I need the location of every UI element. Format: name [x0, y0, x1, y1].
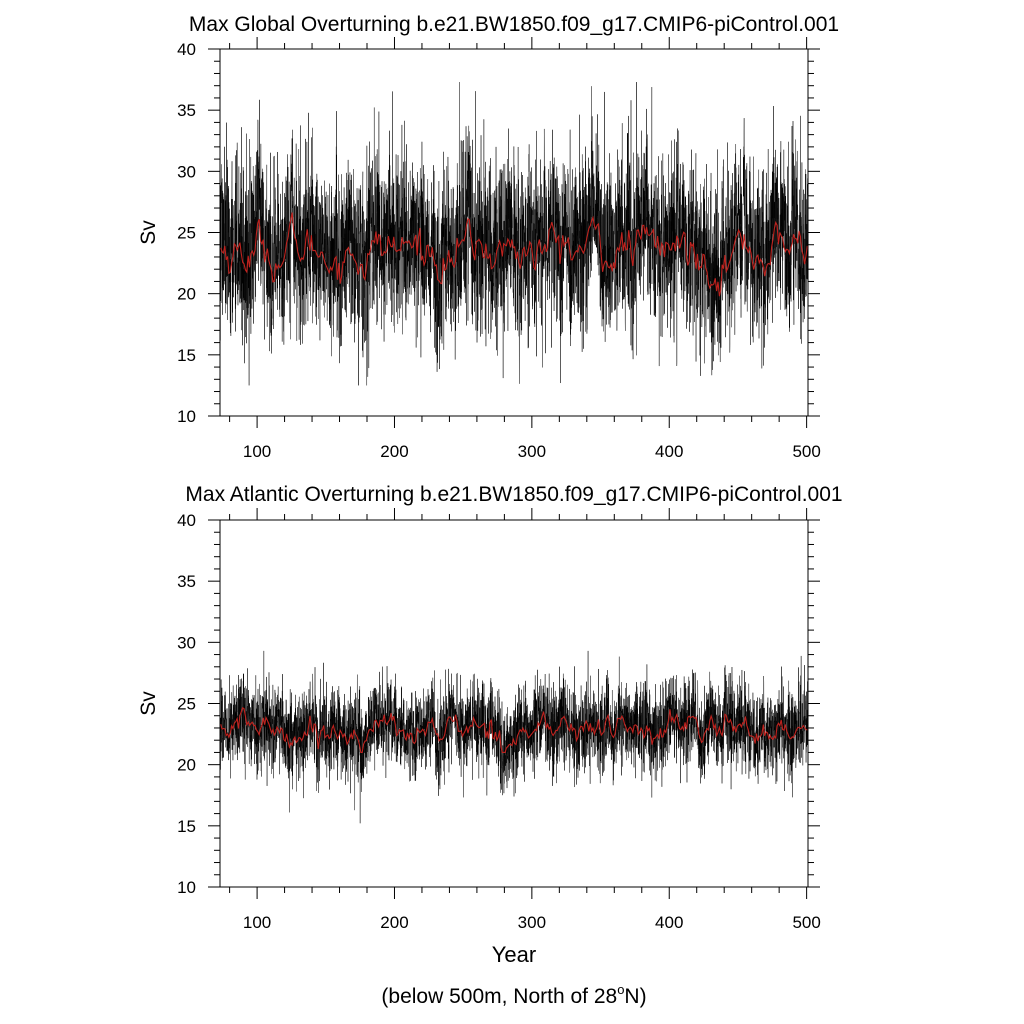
footnote: (below 500m, North of 28oN) [381, 982, 646, 1008]
y-tick-label: 15 [177, 817, 196, 836]
x-tick-label: 200 [380, 913, 408, 932]
y-tick-label: 20 [177, 285, 196, 304]
x-tick-label: 200 [380, 442, 408, 461]
footnote-prefix: (below 500m, North of 28 [381, 985, 617, 1008]
y-tick-label: 35 [177, 101, 196, 120]
series-monthly-line [219, 650, 809, 824]
x-axis-label: Year [492, 942, 536, 967]
x-tick-label: 300 [518, 442, 546, 461]
y-tick-label: 30 [177, 633, 196, 652]
chart-title: Max Atlantic Overturning b.e21.BW1850.f0… [185, 483, 842, 506]
y-tick-label: 40 [177, 511, 196, 530]
series-annual-mean-line [220, 706, 808, 753]
chart-2: Max Atlantic Overturning b.e21.BW1850.f0… [137, 483, 843, 967]
footnote-suffix: N) [624, 985, 646, 1008]
x-tick-label: 400 [655, 913, 683, 932]
series-annual-mean-line [220, 212, 808, 297]
x-tick-label: 500 [792, 442, 820, 461]
y-tick-label: 15 [177, 346, 196, 365]
x-tick-label: 100 [243, 913, 271, 932]
y-tick-label: 10 [177, 878, 196, 897]
y-axis-label: Sv [137, 220, 160, 245]
series-monthly-line [219, 82, 809, 386]
footnote-degree: o [617, 982, 624, 997]
x-tick-label: 100 [243, 442, 271, 461]
chart-1: Max Global Overturning b.e21.BW1850.f09_… [137, 13, 839, 461]
y-tick-label: 35 [177, 572, 196, 591]
y-tick-label: 25 [177, 224, 196, 243]
y-tick-label: 10 [177, 407, 196, 426]
x-tick-label: 400 [655, 442, 683, 461]
chart-title: Max Global Overturning b.e21.BW1850.f09_… [189, 13, 839, 36]
y-tick-label: 30 [177, 162, 196, 181]
x-tick-label: 300 [518, 913, 546, 932]
y-axis-label: Sv [137, 691, 160, 716]
x-tick-label: 500 [792, 913, 820, 932]
y-tick-label: 25 [177, 695, 196, 714]
y-tick-label: 20 [177, 756, 196, 775]
y-tick-label: 40 [177, 40, 196, 59]
